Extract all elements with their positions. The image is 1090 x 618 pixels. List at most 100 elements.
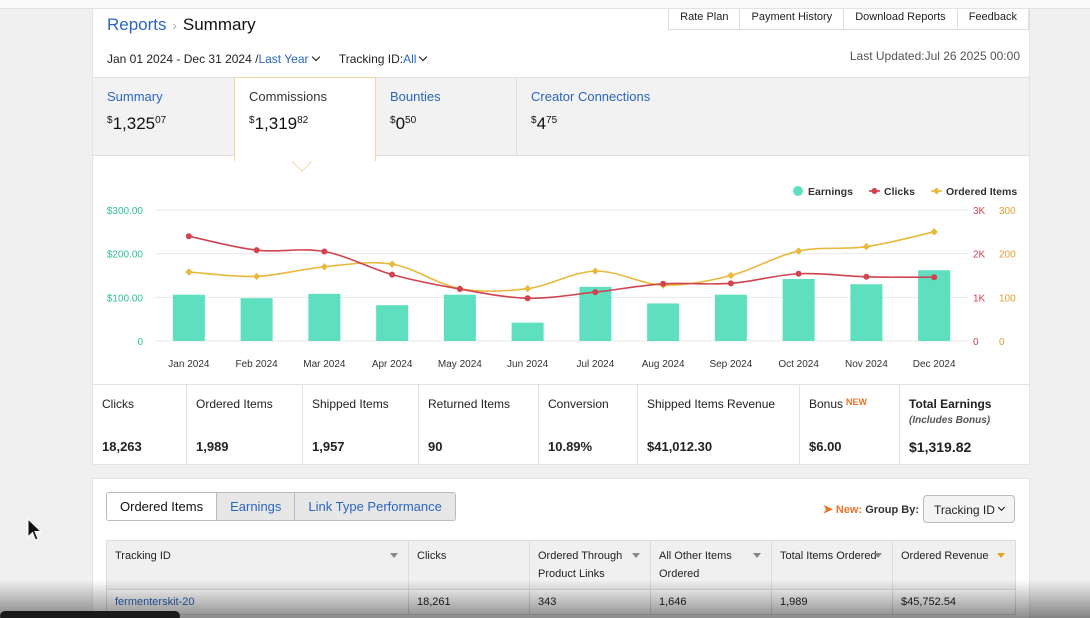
tab-summary-value: $1,32507 <box>107 114 166 134</box>
date-preset-dropdown[interactable]: Last Year <box>258 52 323 66</box>
value-whole: 0 <box>395 114 406 133</box>
col-tracking-id[interactable]: Tracking ID <box>106 540 409 590</box>
ordered-items-point <box>794 247 803 255</box>
clicks-point <box>253 247 260 254</box>
tab-earnings[interactable]: Earnings <box>216 493 295 520</box>
group-by-select[interactable]: Tracking ID <box>923 495 1015 523</box>
sort-icon[interactable] <box>632 553 640 558</box>
tab-commissions[interactable]: Commissions $1,31982 <box>234 77 376 161</box>
tracking-id-dropdown[interactable]: Tracking ID:All <box>339 52 432 66</box>
clicks-point <box>795 270 802 277</box>
report-table: Tracking ID Clicks Ordered Through Produ… <box>106 540 1016 615</box>
cell-tracking-id-link[interactable]: fermenterskit-20 <box>106 589 409 615</box>
legend-label: Earnings <box>808 186 853 198</box>
x-tick-label: May 2024 <box>438 359 482 370</box>
date-preset-label: Last Year <box>258 52 309 66</box>
sort-icon[interactable] <box>753 553 761 558</box>
col-label: Clicks <box>417 550 447 562</box>
table-header-row: Tracking ID Clicks Ordered Through Produ… <box>106 540 1016 590</box>
tab-bounties-value: $050 <box>390 114 416 134</box>
stat-label: Total Earnings (Includes Bonus) <box>909 397 991 426</box>
col-label: All Other Items Ordered <box>659 550 732 580</box>
currency-symbol: $ <box>531 115 537 126</box>
legend-earnings-swatch <box>793 186 803 196</box>
clicks-point <box>931 274 938 281</box>
col-ordered-revenue[interactable]: Ordered Revenue <box>892 540 1016 590</box>
chevron-down-icon <box>997 503 1006 512</box>
clicks-point <box>321 248 328 255</box>
breadcrumb-reports-link[interactable]: Reports <box>107 15 167 34</box>
stat-value: 10.89% <box>548 439 593 454</box>
col-label: Ordered Through Product Links <box>538 550 623 580</box>
sort-icon[interactable] <box>874 553 882 558</box>
download-reports-link[interactable]: Download Reports <box>843 9 958 30</box>
x-tick-label: Jul 2024 <box>576 359 614 370</box>
ordered-items-point <box>252 272 261 281</box>
clicks-point <box>660 280 667 287</box>
y-right-items-tick-label: 300 <box>999 206 1016 217</box>
sort-icon[interactable] <box>390 553 398 558</box>
ordered-items-point <box>388 260 396 268</box>
tab-commissions-label: Commissions <box>249 89 328 104</box>
clicks-point <box>592 289 599 296</box>
value-cents: 75 <box>546 115 558 126</box>
ordered-items-point <box>727 271 735 280</box>
value-cents: 82 <box>297 115 309 126</box>
stat-shipped-items: Shipped Items 1,957 <box>303 385 419 465</box>
stat-bonus-label: Bonus <box>809 397 844 411</box>
payment-history-link[interactable]: Payment History <box>739 9 845 30</box>
legend-label: Clicks <box>884 186 915 198</box>
col-total-items[interactable]: Total Items Ordered <box>771 540 893 590</box>
y-right-clicks-tick-label: 1K <box>973 293 986 304</box>
cell-ordered-revenue: $45,752.54 <box>892 589 1016 615</box>
ordered-items-point <box>930 228 938 236</box>
ordered-items-point <box>862 243 871 251</box>
legend-clicks-swatch <box>871 188 878 194</box>
tab-ordered-items[interactable]: Ordered Items <box>107 493 217 520</box>
y-right-items-tick-label: 100 <box>999 293 1016 304</box>
tab-creator-connections-value: $475 <box>531 114 557 134</box>
clicks-point <box>185 233 192 240</box>
ordered-items-point <box>185 268 193 276</box>
col-all-other-items[interactable]: All Other Items Ordered <box>650 540 772 590</box>
currency-symbol: $ <box>390 115 396 126</box>
earnings-bar <box>240 298 273 341</box>
group-by-text: Group By: <box>865 504 919 516</box>
x-tick-label: Jun 2024 <box>507 359 549 370</box>
col-clicks[interactable]: Clicks <box>408 540 530 590</box>
metric-tabs: Summary $1,32507 Commissions $1,31982 Bo… <box>93 77 1029 161</box>
col-ordered-through-links[interactable]: Ordered Through Product Links <box>529 540 651 590</box>
tab-summary[interactable]: Summary $1,32507 <box>93 78 233 156</box>
date-range-row: Jan 01 2024 - Dec 31 2024 /Last Year Tra… <box>107 52 431 66</box>
stat-total-earnings: Total Earnings (Includes Bonus) $1,319.82 <box>900 385 1029 465</box>
report-tabs: Ordered Items Earnings Link Type Perform… <box>106 492 456 521</box>
tab-link-type-performance[interactable]: Link Type Performance <box>294 493 455 520</box>
tab-bounties[interactable]: Bounties $050 <box>376 78 516 156</box>
date-range-text: Jan 01 2024 - Dec 31 2024 / <box>107 52 259 66</box>
stat-value: $6.00 <box>809 439 842 454</box>
earnings-bar <box>782 278 815 341</box>
x-tick-label: Jan 2024 <box>168 359 210 370</box>
x-tick-label: Aug 2024 <box>642 359 685 370</box>
rate-plan-link[interactable]: Rate Plan <box>668 9 741 30</box>
stat-value: 1,957 <box>312 439 345 454</box>
rocket-icon: ➤ <box>822 502 833 516</box>
earnings-bar <box>511 322 544 341</box>
stat-value: $1,319.82 <box>909 439 972 455</box>
stat-ordered-items: Ordered Items 1,989 <box>187 385 303 465</box>
x-tick-label: Feb 2024 <box>235 359 278 370</box>
sort-active-icon[interactable] <box>997 553 1005 558</box>
earnings-bar <box>714 294 747 341</box>
tab-creator-connections[interactable]: Creator Connections $475 <box>517 78 717 156</box>
feedback-link[interactable]: Feedback <box>956 9 1029 30</box>
cell-other-items: 1,646 <box>650 589 772 615</box>
currency-symbol: $ <box>249 115 255 126</box>
clicks-point <box>524 295 531 302</box>
value-cents: 07 <box>155 115 167 126</box>
stat-label: Shipped Items Revenue <box>647 397 776 411</box>
page-title: Summary <box>182 15 256 34</box>
x-tick-label: Sep 2024 <box>709 359 752 370</box>
clicks-point <box>727 280 734 287</box>
last-updated: Last Updated:Jul 26 2025 00:00 <box>849 49 1020 63</box>
